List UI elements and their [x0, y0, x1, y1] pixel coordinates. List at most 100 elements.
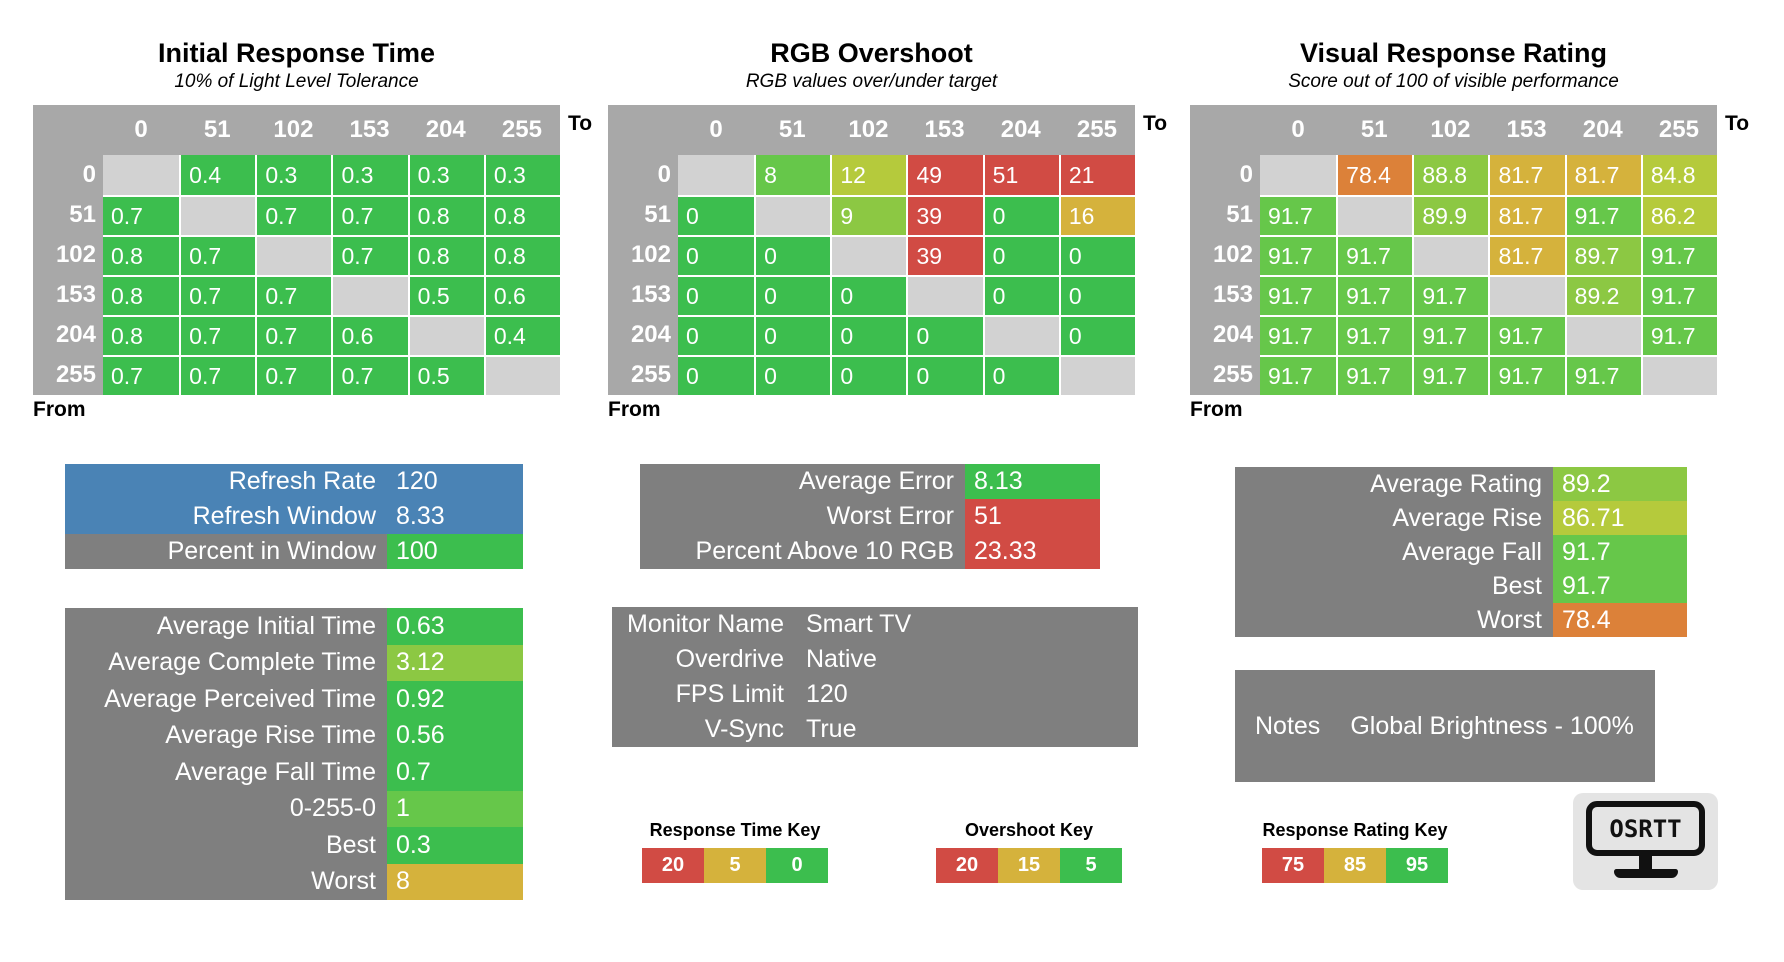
heatmap-cell: 0.7 [179, 235, 256, 275]
stat-row: Average Rating 89.2 [1235, 467, 1687, 501]
stat-label: 0-255-0 [65, 790, 387, 827]
column-header: 153 [331, 105, 408, 155]
row-header: 0 [608, 155, 678, 195]
stat-value: 0.63 [387, 608, 523, 645]
stat-label: Worst [65, 863, 387, 900]
stat-row: Refresh Window 8.33 [65, 499, 523, 534]
column-header: 204 [982, 105, 1059, 155]
heatmap-cell [331, 275, 408, 315]
heatmap-cell [1058, 355, 1135, 395]
stat-label: Percent in Window [65, 534, 387, 569]
heatmap-grid: 0 51 102 153 204 255 0 8 12 49 51 21 51 0 9 39 0 16 102 0 0 3… [608, 105, 1135, 395]
rating-stats-panel: Average Rating 89.2 Average Rise 86.71 Avera… [1235, 467, 1687, 637]
heatmap-cell: 8 [754, 155, 831, 195]
heatmap-cell: 81.7 [1488, 235, 1565, 275]
heatmap-cell: 89.2 [1564, 275, 1641, 315]
column-header: 255 [1640, 105, 1717, 155]
stat-label: Refresh Window [65, 499, 387, 534]
stat-value: 23.33 [965, 534, 1100, 569]
heatmap-cell: 0 [982, 275, 1059, 315]
heatmap-cell: 0.7 [103, 195, 180, 235]
stat-label: Average Complete Time [65, 644, 387, 681]
heatmap-grid: 0 51 102 153 204 255 0 0.4 0.3 0.3 0.3 0.3 51 0.7 0.7 0… [33, 105, 560, 395]
heatmap-cell: 91.7 [1260, 235, 1337, 275]
stat-value: 0.92 [387, 681, 523, 718]
stat-label: Worst [1235, 603, 1553, 637]
stat-value: 8.33 [387, 499, 523, 534]
heatmap-cell: 0 [830, 315, 907, 355]
stat-label: Best [1235, 569, 1553, 603]
heatmap-cell: 91.7 [1564, 195, 1641, 235]
heatmap-cell: 78.4 [1336, 155, 1413, 195]
table-title: Initial Response Time [157, 38, 436, 68]
heatmap-cell: 0 [754, 275, 831, 315]
heatmap-cell [1260, 155, 1337, 195]
stat-value: 86.71 [1553, 501, 1687, 535]
stat-value: 0.56 [387, 717, 523, 754]
key-threshold: 85 [1324, 848, 1386, 883]
key-threshold: 0 [766, 848, 828, 883]
heatmap-cell: 0 [906, 355, 983, 395]
notes-panel: Notes Global Brightness - 100% [1235, 670, 1655, 782]
time-stats-panel: Average Initial Time 0.63 Average Complete… [65, 608, 523, 900]
heatmap-cell: 0.4 [179, 155, 256, 195]
stat-row: Average Complete Time 3.12 [65, 644, 523, 681]
heatmap-cell: 89.9 [1412, 195, 1489, 235]
heatmap-cell: 39 [906, 235, 983, 275]
column-header: 51 [754, 105, 831, 155]
stat-row: Percent Above 10 RGB 23.33 [640, 534, 1100, 569]
table-subtitle: RGB values over/under target [745, 71, 998, 92]
column-header: 255 [1058, 105, 1135, 155]
column-header: 0 [103, 105, 180, 155]
heatmap-cell: 91.7 [1640, 315, 1717, 355]
key-scale: 75 85 95 [1262, 848, 1448, 883]
heatmap-cell [906, 275, 983, 315]
heatmap-cell: 91.7 [1412, 355, 1489, 395]
heatmap-cell: 0 [754, 315, 831, 355]
heatmap-cell [255, 235, 332, 275]
heatmap-cell: 91.7 [1640, 235, 1717, 275]
heatmap-cell: 0.7 [179, 275, 256, 315]
stat-value: Smart TV [797, 607, 1138, 642]
heatmap-cell: 0 [754, 235, 831, 275]
refresh-stats-panel: Refresh Rate 120 Refresh Window 8.33 Percent… [65, 464, 523, 569]
heatmap-cell: 0 [678, 315, 755, 355]
stat-label: Refresh Rate [65, 464, 387, 499]
heatmap-cell: 84.8 [1640, 155, 1717, 195]
axis-from-label: From [33, 398, 86, 421]
heatmap-cell: 0.7 [103, 355, 180, 395]
stat-value: 78.4 [1553, 603, 1687, 637]
heatmap-corner [33, 105, 103, 155]
heatmap-cell: 9 [830, 195, 907, 235]
row-header: 153 [1190, 275, 1260, 315]
heatmap-cell: 89.7 [1564, 235, 1641, 275]
row-header: 102 [33, 235, 103, 275]
heatmap-cell: 0.4 [483, 315, 560, 355]
heatmap-cell: 91.7 [1260, 195, 1337, 235]
stat-row: Average Fall Time 0.7 [65, 754, 523, 791]
key-threshold: 15 [998, 848, 1060, 883]
stat-label: Overdrive [612, 642, 797, 677]
column-header: 255 [483, 105, 560, 155]
row-header: 51 [33, 195, 103, 235]
key-threshold: 75 [1262, 848, 1324, 883]
heatmap-cell: 0.7 [255, 315, 332, 355]
heatmap-cell: 91.7 [1640, 275, 1717, 315]
notes-label: Notes [1255, 711, 1321, 740]
row-header: 255 [1190, 355, 1260, 395]
heatmap-cell: 0.8 [103, 275, 180, 315]
key-scale: 20 15 5 [936, 848, 1122, 883]
heatmap-cell: 0.8 [483, 235, 560, 275]
stat-row: Overdrive Native [612, 642, 1138, 677]
heatmap-cell: 16 [1058, 195, 1135, 235]
stat-value: 3.12 [387, 644, 523, 681]
axis-to-label: To [568, 112, 593, 135]
osrtt-logo: OSRTT [1573, 793, 1718, 890]
stat-row: Average Fall 91.7 [1235, 535, 1687, 569]
table-title: RGB Overshoot [770, 38, 973, 68]
key-threshold: 5 [704, 848, 766, 883]
stat-label: Average Rating [1235, 467, 1553, 501]
heatmap-corner [1190, 105, 1260, 155]
stat-value: 51 [965, 499, 1100, 534]
heatmap-cell: 0 [678, 355, 755, 395]
